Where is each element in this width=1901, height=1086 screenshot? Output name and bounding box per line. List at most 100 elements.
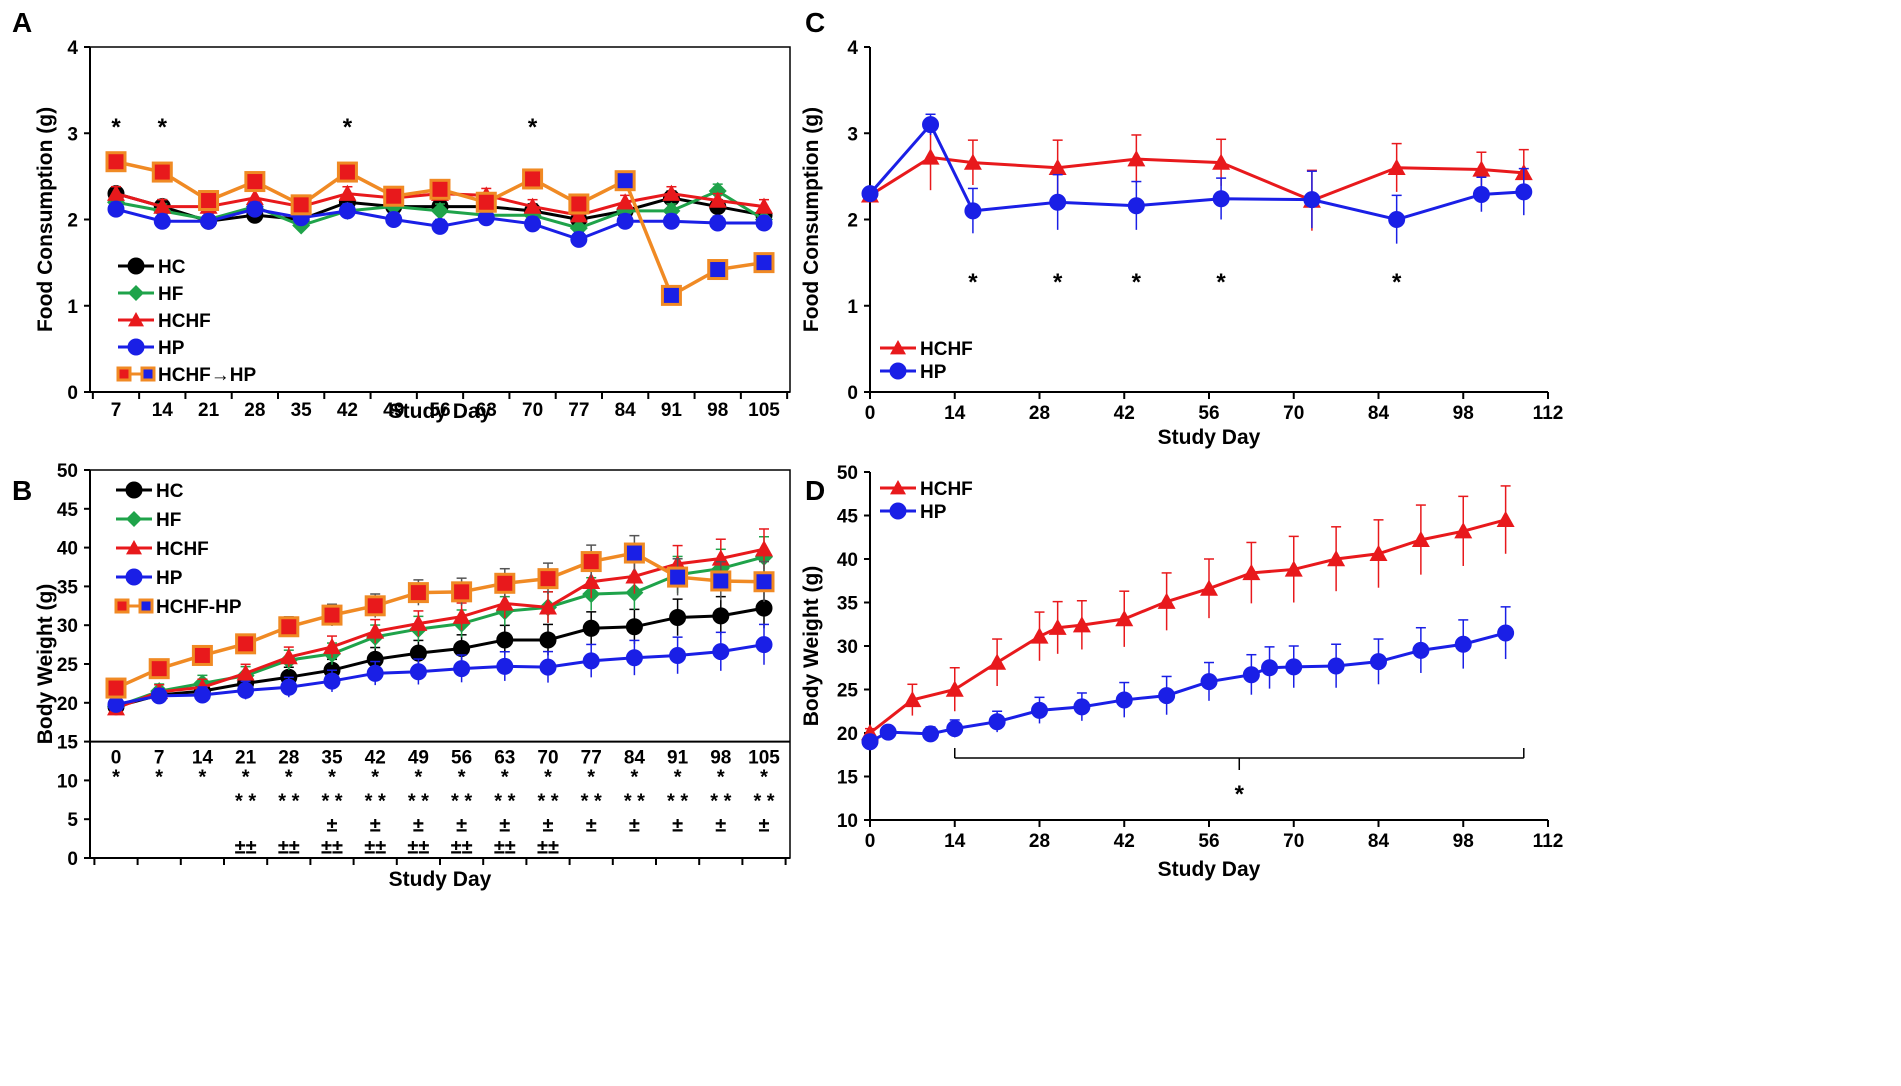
legend-label: HCHF→HP xyxy=(158,365,256,386)
data-point xyxy=(409,614,428,631)
data-point xyxy=(1048,618,1067,635)
significance-mark: * * xyxy=(667,791,688,813)
data-point xyxy=(964,202,982,220)
data-point xyxy=(1115,610,1134,627)
x-axis-title: Study Day xyxy=(389,868,492,891)
significance-star: * xyxy=(1053,269,1063,296)
data-point xyxy=(570,230,588,248)
data-point xyxy=(712,607,730,625)
data-point xyxy=(963,153,982,170)
legend-label: HCHF xyxy=(920,339,973,360)
significance-mark: * * xyxy=(537,791,558,813)
data-point xyxy=(1030,627,1049,644)
y-tick-label: 35 xyxy=(57,577,79,598)
data-point xyxy=(237,681,255,699)
data-point xyxy=(429,178,451,200)
significance-mark: ±± xyxy=(451,837,473,859)
significance-mark: ±± xyxy=(235,837,257,859)
legend-item: HP xyxy=(116,568,183,589)
significance-mark: * xyxy=(242,767,250,789)
x-tick-label: 56 xyxy=(1198,831,1219,852)
data-point xyxy=(710,570,732,592)
series-line xyxy=(869,631,1507,744)
data-point xyxy=(235,633,257,655)
data-point xyxy=(522,168,544,190)
data-point xyxy=(946,720,964,738)
data-point xyxy=(496,631,514,649)
data-point xyxy=(755,540,773,557)
data-point xyxy=(107,695,125,713)
series-hchf-hp xyxy=(105,534,775,699)
data-point xyxy=(1454,522,1473,539)
significance-mark: ± xyxy=(715,815,726,837)
legend-marker xyxy=(114,598,130,614)
y-axis-title: Body Weight (g) xyxy=(34,584,57,745)
legend-label: HC xyxy=(156,481,184,502)
data-point xyxy=(1049,193,1067,211)
significance-mark: * xyxy=(415,767,423,789)
data-point xyxy=(1497,624,1515,642)
series-hchf xyxy=(861,485,1515,741)
x-tick-label: 28 xyxy=(1029,831,1050,852)
x-tick-label: 70 xyxy=(1283,831,1304,852)
data-point xyxy=(616,193,635,210)
y-tick-label: 35 xyxy=(837,594,859,615)
data-point xyxy=(582,652,600,670)
x-tick-label: 42 xyxy=(337,400,358,421)
significance-mark: * xyxy=(155,767,163,789)
data-point xyxy=(1387,158,1406,175)
data-point xyxy=(409,663,427,681)
series-line xyxy=(869,518,1507,735)
legend-label: HP xyxy=(158,338,185,359)
data-point xyxy=(712,643,730,661)
significance-mark: ± xyxy=(543,815,554,837)
y-tick-label: 20 xyxy=(57,694,78,715)
data-point xyxy=(580,551,602,573)
series-line xyxy=(115,606,765,709)
significance-mark: ± xyxy=(499,815,510,837)
significance-mark: * * xyxy=(278,791,299,813)
legend-marker xyxy=(125,568,143,586)
x-tick-label: 98 xyxy=(1453,403,1474,424)
data-point xyxy=(1242,563,1261,581)
data-point xyxy=(1303,191,1321,209)
y-tick-label: 30 xyxy=(57,616,78,637)
significance-mark: ± xyxy=(413,815,424,837)
data-point xyxy=(280,678,298,696)
significance-mark: * * xyxy=(494,791,515,813)
day-label: 63 xyxy=(494,748,515,769)
data-point xyxy=(246,200,264,218)
day-label: 84 xyxy=(624,748,646,769)
significance-mark: * * xyxy=(235,791,256,813)
legend-marker xyxy=(138,598,154,614)
legend-item: HCHF-HP xyxy=(114,597,242,618)
day-label: 98 xyxy=(710,748,731,769)
significance-mark: * xyxy=(285,767,293,789)
significance-mark: * xyxy=(717,767,725,789)
data-point xyxy=(323,637,341,655)
data-point xyxy=(151,161,173,183)
significance-mark: * xyxy=(199,767,207,789)
y-tick-label: 4 xyxy=(67,38,78,59)
significance-mark: ± xyxy=(629,815,640,837)
data-point xyxy=(366,622,385,639)
legend-label: HP xyxy=(920,362,947,383)
data-point xyxy=(660,284,682,306)
legend-marker xyxy=(890,340,906,355)
x-tick-label: 70 xyxy=(1283,403,1304,424)
data-point xyxy=(451,581,473,603)
day-label: 28 xyxy=(278,748,299,769)
panel-a: A 0 1 2 3 4 7 14 21 28 35 42 49 56 63 70 77 84 91 98 105 Stud… xyxy=(12,7,791,423)
x-tick-label: 112 xyxy=(1533,403,1564,424)
significance-mark: ±± xyxy=(278,837,300,859)
series-line xyxy=(115,643,765,706)
panel-letter-c: C xyxy=(805,7,825,38)
data-point xyxy=(1242,666,1260,684)
data-point xyxy=(452,607,471,624)
x-tick-label: 0 xyxy=(865,831,876,852)
data-point xyxy=(1115,691,1133,709)
data-point xyxy=(1212,190,1230,208)
legend-label: HP xyxy=(156,568,183,589)
data-point xyxy=(323,672,341,690)
